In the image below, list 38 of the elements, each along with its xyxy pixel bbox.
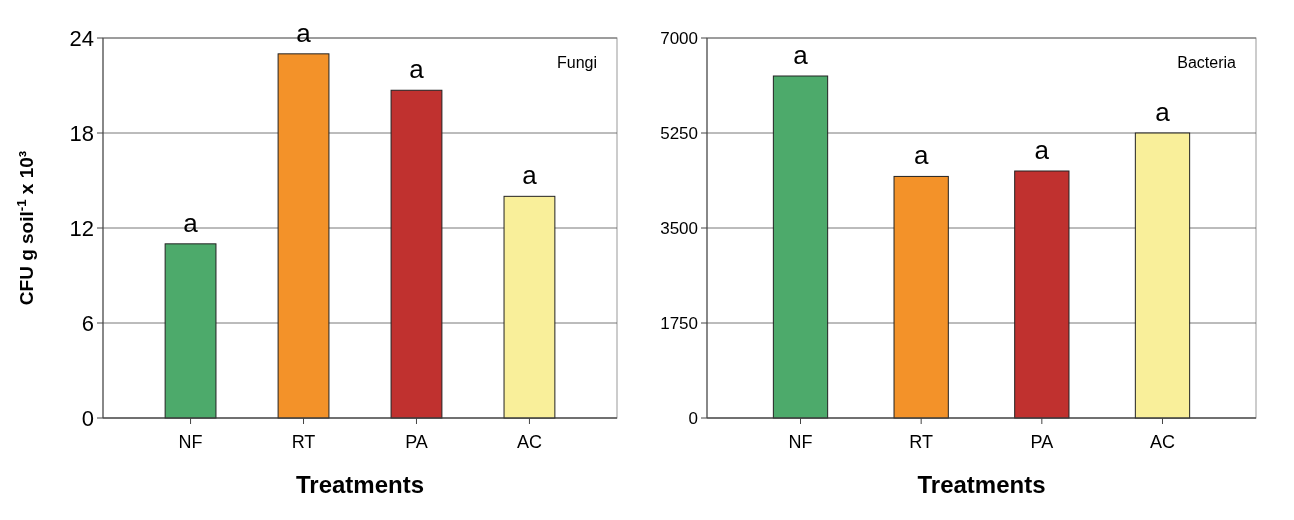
bar	[503, 195, 556, 419]
y-tick-label: 0	[81, 405, 94, 431]
x-tick-label: AC	[516, 432, 542, 452]
y-tick-label: 1750	[660, 313, 698, 333]
annotation: a	[793, 40, 809, 70]
y-tick-label: 3500	[660, 218, 698, 238]
x-tick-label: NF	[788, 432, 813, 452]
annotation: a	[913, 140, 929, 171]
bar	[390, 89, 443, 419]
x-axis-title: Treatments	[917, 471, 1046, 498]
annotation: Bacteria	[1177, 54, 1237, 71]
y-tick-label: 7000	[660, 28, 698, 48]
annotation: a	[1034, 135, 1050, 165]
y-tick-label: 12	[69, 215, 94, 241]
x-tick-label: PA	[1030, 432, 1054, 452]
x-tick-label: PA	[405, 432, 428, 452]
bar	[164, 243, 217, 419]
y-tick-label: 0	[688, 408, 698, 428]
y-tick-label: 6	[81, 310, 94, 336]
bar	[1014, 170, 1070, 419]
annotation: a	[522, 160, 538, 191]
x-tick-label: RT	[291, 432, 316, 452]
bar	[772, 75, 829, 419]
x-tick-label: RT	[909, 432, 934, 452]
annotation: a	[296, 17, 312, 48]
x-axis-title: Treatments	[295, 471, 425, 498]
bar	[277, 53, 330, 419]
y-tick-label: 5250	[660, 123, 698, 143]
annotation: a	[409, 54, 425, 85]
bar	[893, 175, 949, 419]
annotation: a	[1155, 97, 1171, 127]
y-tick-label: 24	[69, 25, 94, 51]
y-tick-label: 18	[69, 120, 94, 146]
x-tick-label: NF	[178, 432, 203, 452]
annotation: Fungi	[556, 54, 597, 71]
x-tick-label: AC	[1149, 432, 1175, 452]
bar	[1134, 132, 1191, 419]
annotation: a	[183, 207, 199, 238]
